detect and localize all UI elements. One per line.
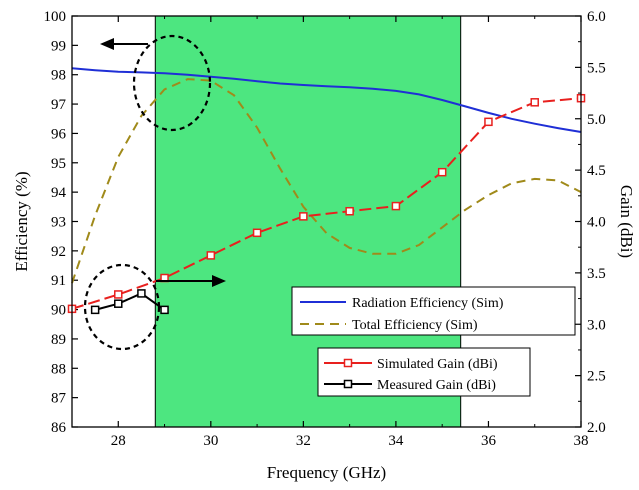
legend-box-efficiency bbox=[291, 286, 576, 336]
legend-label-measured-gain: Measured Gain (dBi) bbox=[377, 378, 496, 393]
series-3-point bbox=[391, 201, 401, 211]
legend-label-radiation-efficiency: Radiation Efficiency (Sim) bbox=[352, 296, 504, 311]
y-left-tick-label: 97 bbox=[51, 97, 67, 113]
series-3-point bbox=[437, 167, 447, 177]
series-4-point bbox=[160, 305, 169, 315]
series-3-point bbox=[114, 290, 123, 299]
legend-box-gain bbox=[317, 347, 531, 397]
y-left-tick-label: 91 bbox=[51, 273, 66, 289]
x-axis-title: Frequency (GHz) bbox=[267, 463, 386, 482]
y-left-tick-label: 90 bbox=[51, 303, 66, 319]
plot-frame bbox=[71, 15, 582, 428]
series-line-4 bbox=[94, 292, 166, 311]
x-tick-label: 36 bbox=[481, 433, 497, 449]
y-right-axis-title: Gain (dBi) bbox=[617, 185, 636, 258]
left-axis-arrowhead bbox=[100, 38, 114, 50]
legend-marker-simulated-gain bbox=[343, 358, 353, 368]
y-left-tick-label: 92 bbox=[51, 244, 66, 260]
legend-label-total-efficiency: Total Efficiency (Sim) bbox=[352, 318, 478, 333]
y-left-axis-title: Efficiency (%) bbox=[12, 171, 31, 271]
y-left-tick-label: 87 bbox=[51, 391, 67, 407]
y-right-tick-label: 3.5 bbox=[587, 266, 606, 282]
y-left-tick-label: 94 bbox=[51, 185, 67, 201]
y-right-tick-label: 2.5 bbox=[587, 369, 606, 385]
x-tick-label: 32 bbox=[296, 433, 311, 449]
y-right-tick-label: 5.5 bbox=[587, 60, 606, 76]
y-left-tick-label: 89 bbox=[51, 332, 66, 348]
series-3-point bbox=[530, 98, 539, 107]
y-left-tick-label: 93 bbox=[51, 215, 66, 231]
series-4-point bbox=[90, 305, 100, 315]
y-right-tick-label: 4.0 bbox=[587, 215, 606, 231]
x-tick-label: 38 bbox=[574, 433, 589, 449]
y-right-tick-label: 5.0 bbox=[587, 112, 606, 128]
series-line-1 bbox=[71, 67, 582, 133]
y-left-tick-label: 88 bbox=[51, 361, 66, 377]
series-3-point bbox=[252, 228, 262, 238]
gain-group-circle bbox=[83, 263, 161, 351]
y-left-tick-label: 98 bbox=[51, 68, 66, 84]
series-3-point bbox=[484, 117, 493, 127]
right-axis-arrowhead bbox=[212, 275, 226, 287]
x-tick-label: 28 bbox=[111, 433, 126, 449]
legend-label-simulated-gain: Simulated Gain (dBi) bbox=[377, 357, 498, 372]
x-tick-label: 30 bbox=[203, 433, 218, 449]
y-left-tick-label: 86 bbox=[51, 420, 67, 436]
y-right-tick-label: 2.0 bbox=[587, 420, 606, 436]
series-line-2 bbox=[71, 78, 582, 284]
legend-marker-measured-gain bbox=[343, 379, 353, 389]
y-right-tick-label: 3.0 bbox=[587, 317, 606, 333]
y-left-tick-label: 100 bbox=[44, 9, 67, 25]
efficiency-group-circle bbox=[132, 34, 212, 132]
series-4-point bbox=[114, 299, 123, 308]
y-left-tick-label: 95 bbox=[51, 156, 66, 172]
y-right-tick-label: 6.0 bbox=[587, 9, 606, 25]
series-3-point bbox=[206, 251, 216, 260]
y-left-tick-label: 99 bbox=[51, 38, 66, 54]
x-tick-label: 34 bbox=[388, 433, 404, 449]
series-3-point bbox=[345, 206, 354, 216]
series-4-point bbox=[137, 289, 146, 298]
y-right-tick-label: 4.5 bbox=[587, 163, 606, 179]
y-left-tick-label: 96 bbox=[51, 126, 67, 142]
series-3-point bbox=[299, 212, 308, 221]
